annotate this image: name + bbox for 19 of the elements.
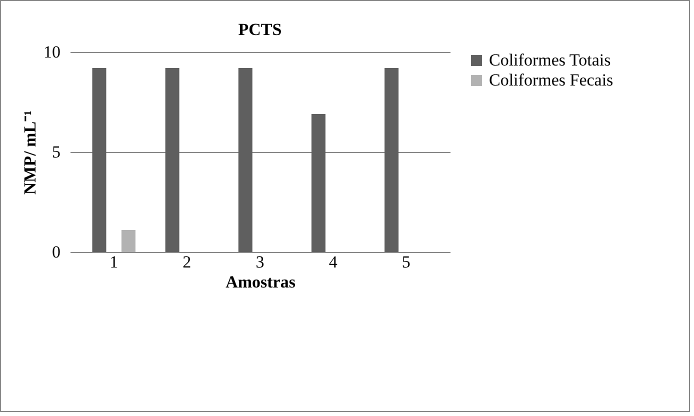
bar: [384, 68, 399, 252]
x-tick-label: 4: [328, 252, 338, 272]
y-axis-title: NMP/ mL⁻¹: [20, 110, 40, 195]
chart-title: PCTS: [238, 20, 282, 39]
x-tick-label: 1: [110, 252, 118, 272]
y-tick-label: 10: [44, 42, 60, 62]
x-tick-label: 3: [256, 252, 264, 272]
bar: [311, 114, 326, 252]
y-tick-label: 0: [52, 242, 60, 262]
x-axis-title: Amostras: [226, 272, 296, 292]
legend-label: Coliformes Totais: [489, 50, 611, 70]
bar: [92, 68, 106, 252]
x-tick-label: 2: [182, 252, 192, 272]
bar: [238, 68, 252, 252]
bar: [165, 68, 180, 252]
x-tick-label: 5: [402, 252, 410, 272]
y-tick-label: 5: [52, 142, 60, 162]
legend-label: Coliformes Fecais: [489, 70, 614, 90]
bar: [121, 230, 136, 252]
